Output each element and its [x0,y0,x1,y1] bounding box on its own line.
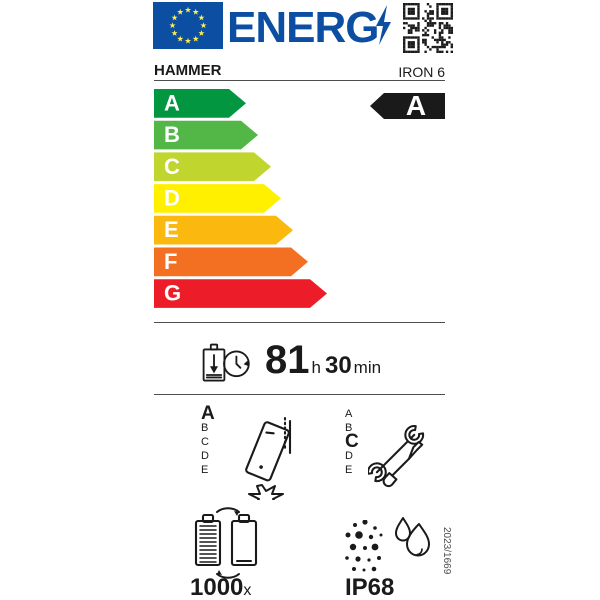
svg-text:C: C [164,154,180,179]
svg-text:G: G [164,281,181,306]
svg-text:A: A [406,90,426,121]
svg-text:A: A [164,90,180,115]
svg-text:B: B [164,122,180,147]
svg-text:D: D [164,185,180,210]
svg-text:E: E [164,217,179,242]
svg-text:F: F [164,249,177,274]
